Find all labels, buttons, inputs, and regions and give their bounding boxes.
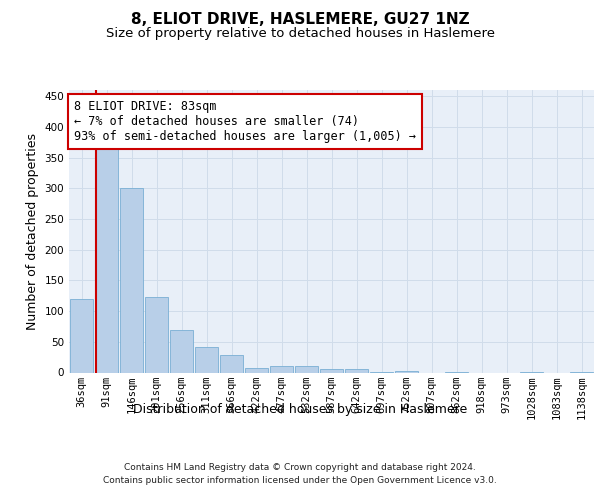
Bar bbox=[195, 346, 218, 372]
Bar bbox=[245, 368, 268, 372]
Bar bbox=[295, 366, 318, 372]
Y-axis label: Number of detached properties: Number of detached properties bbox=[26, 132, 39, 330]
Bar bbox=[220, 356, 243, 372]
Text: 8, ELIOT DRIVE, HASLEMERE, GU27 1NZ: 8, ELIOT DRIVE, HASLEMERE, GU27 1NZ bbox=[131, 12, 469, 28]
Bar bbox=[120, 188, 143, 372]
Bar bbox=[345, 369, 368, 372]
Text: Distribution of detached houses by size in Haslemere: Distribution of detached houses by size … bbox=[133, 402, 467, 415]
Bar bbox=[270, 366, 293, 372]
Text: Contains public sector information licensed under the Open Government Licence v3: Contains public sector information licen… bbox=[103, 476, 497, 485]
Bar bbox=[170, 330, 193, 372]
Text: Contains HM Land Registry data © Crown copyright and database right 2024.: Contains HM Land Registry data © Crown c… bbox=[124, 462, 476, 471]
Text: Size of property relative to detached houses in Haslemere: Size of property relative to detached ho… bbox=[106, 28, 494, 40]
Bar bbox=[320, 370, 343, 372]
Bar bbox=[95, 142, 118, 372]
Text: 8 ELIOT DRIVE: 83sqm
← 7% of detached houses are smaller (74)
93% of semi-detach: 8 ELIOT DRIVE: 83sqm ← 7% of detached ho… bbox=[74, 100, 416, 143]
Bar bbox=[70, 299, 93, 372]
Bar bbox=[145, 297, 168, 372]
